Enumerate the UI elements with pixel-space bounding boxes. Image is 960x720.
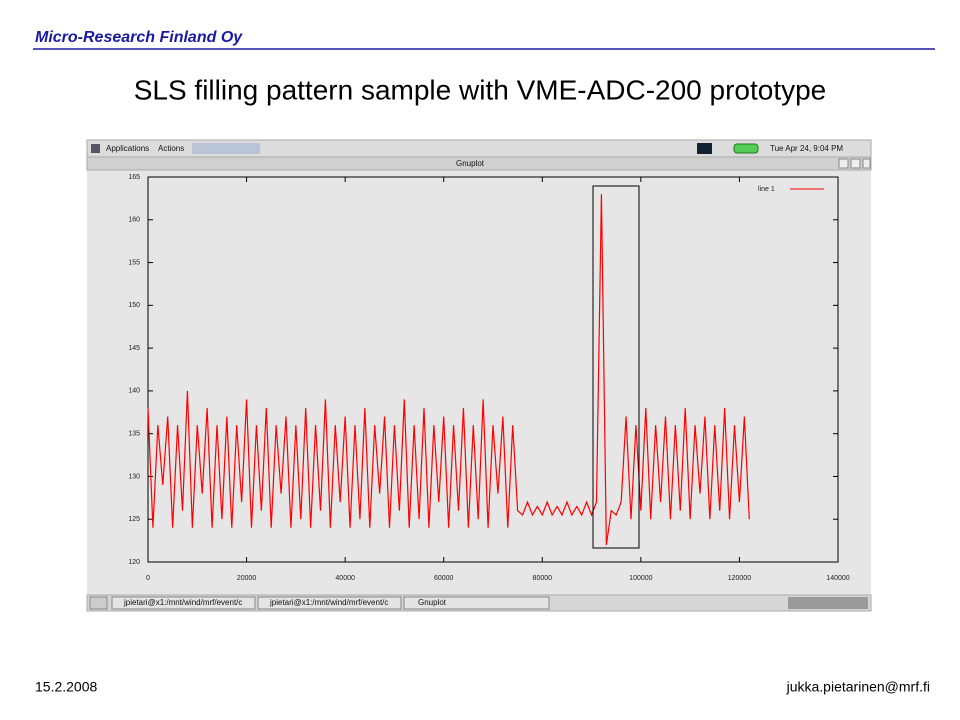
x-tick-label: 20000 <box>237 575 257 582</box>
task-label: Gnuplot <box>418 598 447 607</box>
menu-icon <box>91 144 100 153</box>
y-tick-label: 135 <box>128 431 140 438</box>
show-desktop[interactable] <box>89 596 108 610</box>
x-tick-label: 100000 <box>629 575 652 582</box>
battery <box>733 143 759 154</box>
footer-email: jukka.pietarinen@mrf.fi <box>786 679 930 695</box>
screenshot <box>87 140 871 611</box>
window-titlebar <box>86 156 872 171</box>
task-button[interactable] <box>403 596 550 610</box>
y-tick-label: 125 <box>128 516 140 523</box>
y-tick-label: 150 <box>128 302 140 309</box>
clock: Tue Apr 24, 9:04 PM <box>770 144 843 153</box>
slide-title: SLS filling pattern sample with VME-ADC-… <box>134 74 827 105</box>
minimize[interactable] <box>838 158 849 169</box>
x-tick-label: 140000 <box>826 575 849 582</box>
maximize[interactable] <box>850 158 861 169</box>
y-tick-label: 155 <box>128 259 140 266</box>
menu[interactable]: Applications <box>106 144 149 153</box>
footer-date: 15.2.2008 <box>35 679 97 695</box>
y-tick-label: 165 <box>128 174 140 181</box>
x-tick-label: 0 <box>146 575 150 582</box>
y-tick-label: 160 <box>128 217 140 224</box>
menu[interactable]: Actions <box>158 144 184 153</box>
x-tick-label: 40000 <box>335 575 355 582</box>
task-label: jpietari@x1:/mnt/wind/mrf/event/c <box>123 598 242 607</box>
close[interactable] <box>862 158 871 169</box>
task-button[interactable] <box>111 596 256 610</box>
monitor <box>697 143 712 154</box>
launchers[interactable] <box>192 143 260 154</box>
plot-frame <box>147 176 839 563</box>
y-tick-label: 145 <box>128 345 140 352</box>
window-title: Gnuplot <box>456 159 485 168</box>
task-label: jpietari@x1:/mnt/wind/mrf/event/c <box>269 598 388 607</box>
x-tick-label: 80000 <box>533 575 553 582</box>
legend-label: line 1 <box>758 186 775 193</box>
task-button[interactable] <box>257 596 402 610</box>
y-tick-label: 120 <box>128 559 140 566</box>
company: Micro-Research Finland Oy <box>35 29 243 46</box>
plot: 120 125 130 135 140 145 150 155 160 165 0 20000 4000… <box>128 174 849 582</box>
y-tick-label: 140 <box>128 388 140 395</box>
highlight-box <box>592 185 640 549</box>
workspaces[interactable] <box>788 597 868 609</box>
y-tick-label: 130 <box>128 473 140 480</box>
x-tick-label: 120000 <box>728 575 751 582</box>
series-line <box>147 194 750 545</box>
x-tick-label: 60000 <box>434 575 454 582</box>
